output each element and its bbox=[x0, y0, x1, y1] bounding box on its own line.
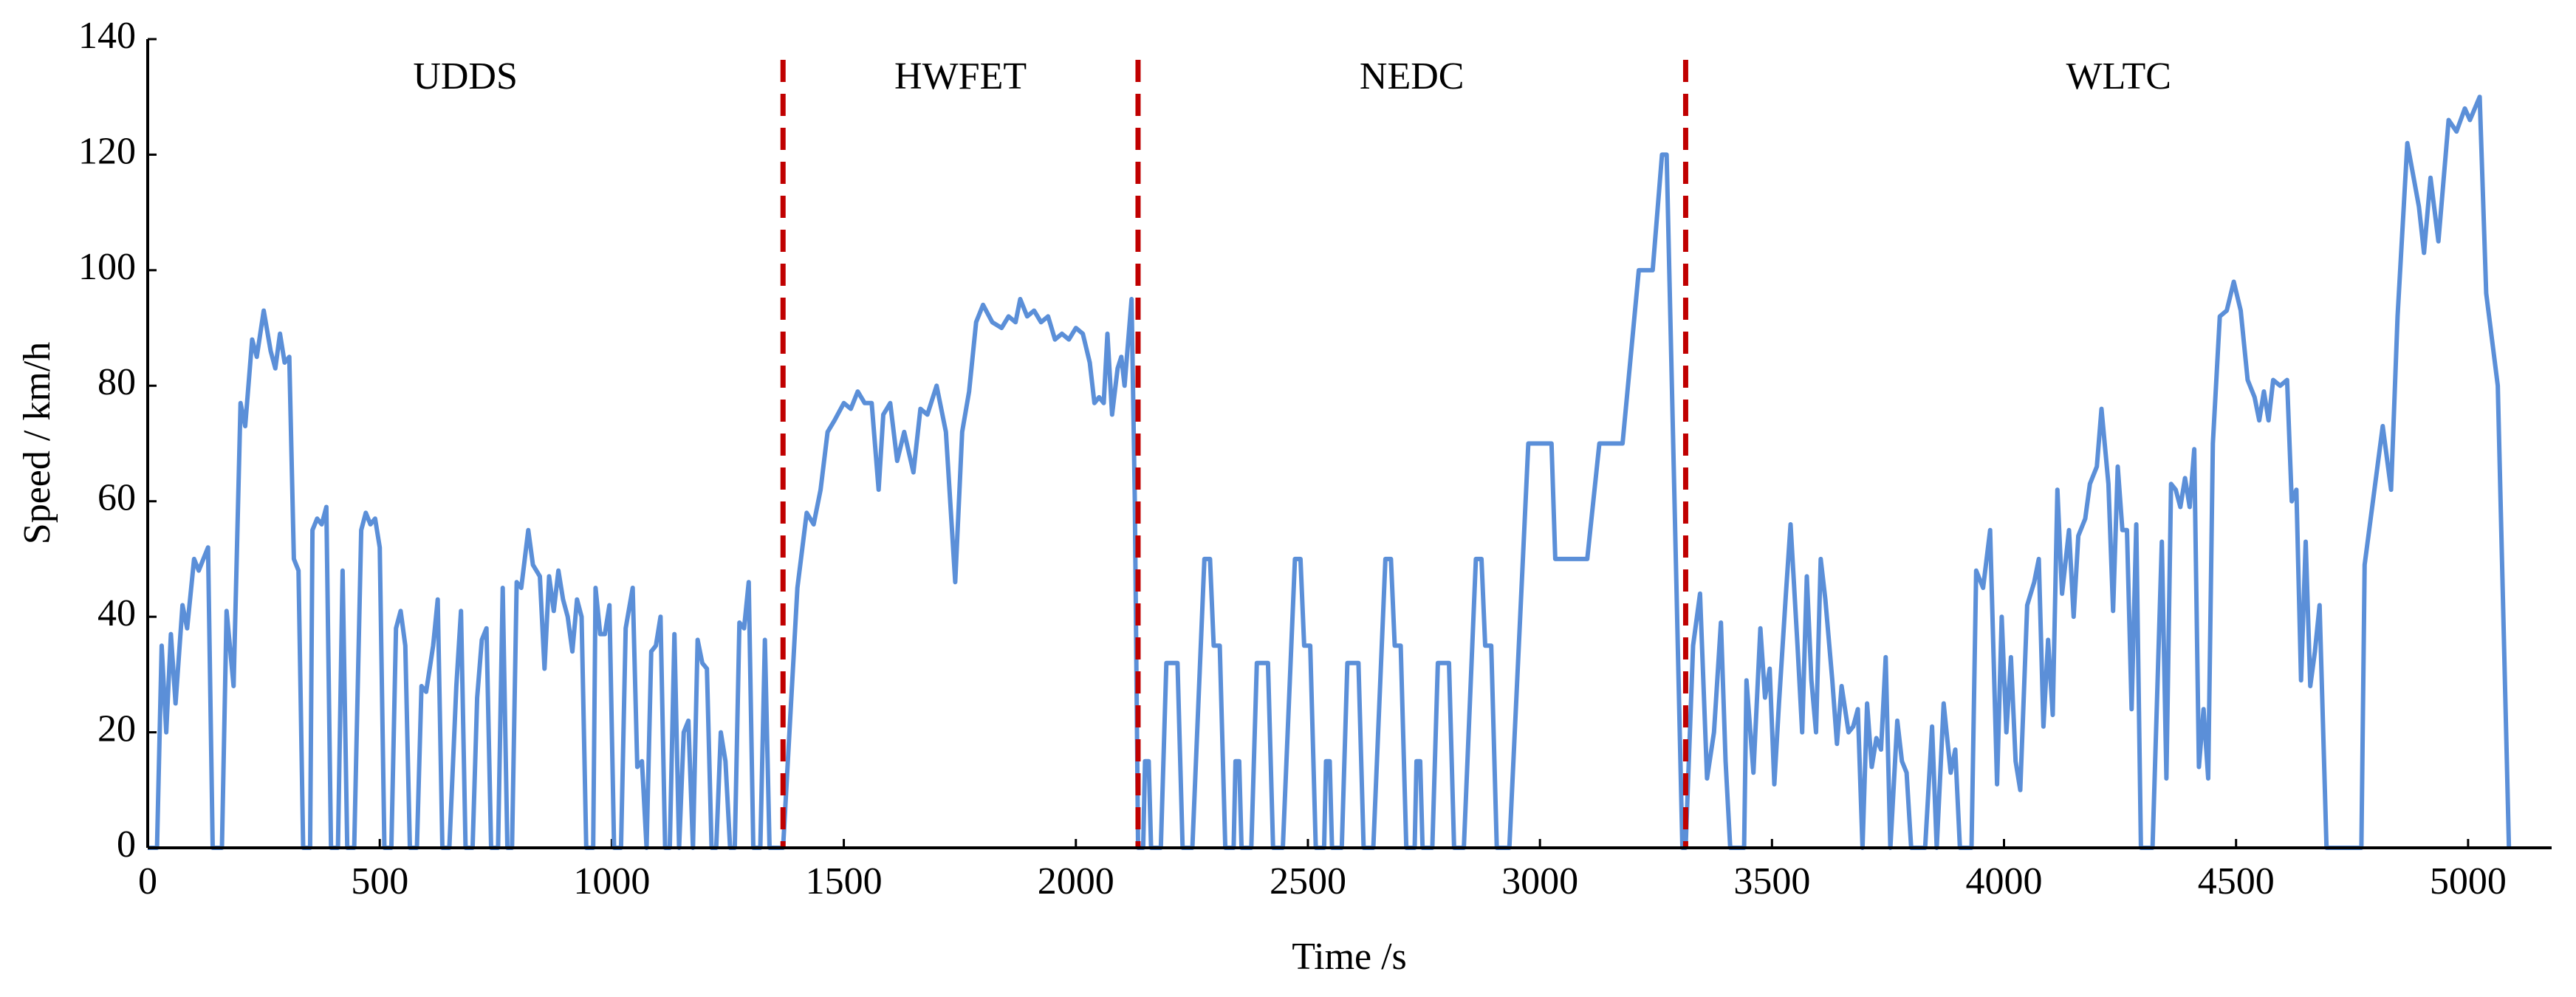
x-tick-label: 2500 bbox=[1270, 860, 1346, 902]
region-label: UDDS bbox=[413, 55, 518, 97]
x-tick-label: 2000 bbox=[1038, 860, 1114, 902]
x-tick-label: 0 bbox=[138, 860, 157, 902]
y-tick-label: 20 bbox=[97, 708, 136, 750]
y-tick-label: 80 bbox=[97, 361, 136, 403]
x-axis-label: Time /s bbox=[1292, 936, 1407, 978]
y-tick-label: 140 bbox=[78, 15, 136, 57]
region-label: HWFET bbox=[894, 55, 1027, 97]
y-axis-label: Speed / km/h bbox=[16, 342, 58, 544]
x-tick-label: 4500 bbox=[2198, 860, 2275, 902]
x-tick-label: 500 bbox=[351, 860, 408, 902]
x-tick-label: 1500 bbox=[806, 860, 883, 902]
region-label: NEDC bbox=[1360, 55, 1465, 97]
x-tick-label: 3500 bbox=[1733, 860, 1810, 902]
y-tick-label: 120 bbox=[78, 130, 136, 172]
x-tick-label: 4000 bbox=[1966, 860, 2043, 902]
y-tick-label: 40 bbox=[97, 592, 136, 634]
y-tick-label: 60 bbox=[97, 477, 136, 519]
data-line bbox=[148, 95, 2512, 850]
x-tick-label: 5000 bbox=[2430, 860, 2507, 902]
region-label: WLTC bbox=[2066, 55, 2171, 97]
x-tick-label: 3000 bbox=[1501, 860, 1578, 902]
y-tick-label: 0 bbox=[117, 823, 136, 866]
y-tick-label: 100 bbox=[78, 246, 136, 288]
x-tick-label: 1000 bbox=[573, 860, 650, 902]
